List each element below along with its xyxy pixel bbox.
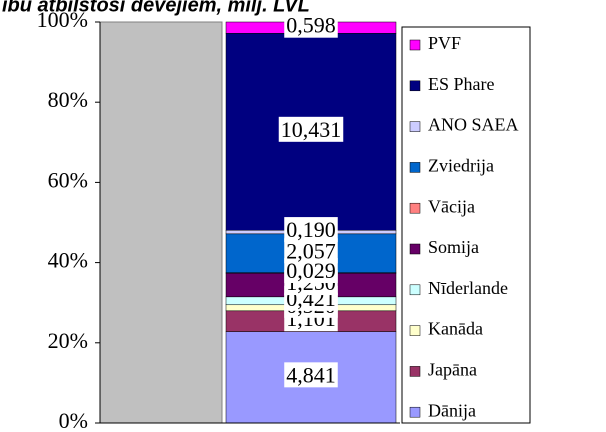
legend-swatch: [409, 406, 421, 418]
legend-label: Zviedrija: [428, 156, 494, 176]
data-label-bg: [284, 238, 338, 264]
data-label-bg: [284, 217, 338, 243]
legend-label: Nīderlande: [428, 278, 508, 298]
data-label: 10,431: [281, 117, 342, 142]
y-tick-label: 40%: [48, 248, 88, 273]
legend-swatch: [409, 284, 421, 296]
y-tick-label: 100%: [37, 7, 88, 32]
legend-swatch: [409, 243, 421, 255]
legend-label: Vācija: [428, 196, 475, 216]
plot-background: [99, 21, 223, 424]
data-label: 2,057: [286, 238, 336, 263]
legend-swatch: [409, 39, 421, 51]
chart-title: ību atbilstoši devējiem, milj. LVL: [2, 0, 310, 16]
legend-label: Japāna: [428, 360, 477, 380]
data-label: 0,598: [286, 13, 336, 38]
y-tick-label: 20%: [48, 328, 88, 353]
legend-label: PVF: [428, 33, 461, 53]
legend-swatch: [409, 366, 421, 377]
legend-label: Dānija: [428, 400, 476, 420]
data-label-bg: [284, 362, 338, 388]
y-tick-label: 80%: [48, 87, 88, 112]
legend-label: ANO SAEA: [428, 115, 519, 135]
legend-label: ES Phare: [428, 74, 495, 94]
legend-label: Somija: [428, 237, 479, 257]
legend-swatch: [409, 80, 421, 92]
legend-swatch: [409, 121, 421, 132]
data-label-bg: [284, 12, 338, 38]
legend-swatch: [409, 202, 421, 214]
legend-swatch: [409, 162, 421, 173]
data-label: 0,190: [286, 217, 336, 242]
legend-swatch: [409, 325, 421, 336]
y-tick-label: 0%: [59, 408, 88, 432]
y-tick-label: 60%: [48, 167, 88, 192]
legend-box: [401, 26, 531, 424]
data-label-bg: [278, 116, 344, 142]
data-label: 4,841: [286, 362, 336, 387]
legend-label: Kanāda: [428, 319, 483, 339]
